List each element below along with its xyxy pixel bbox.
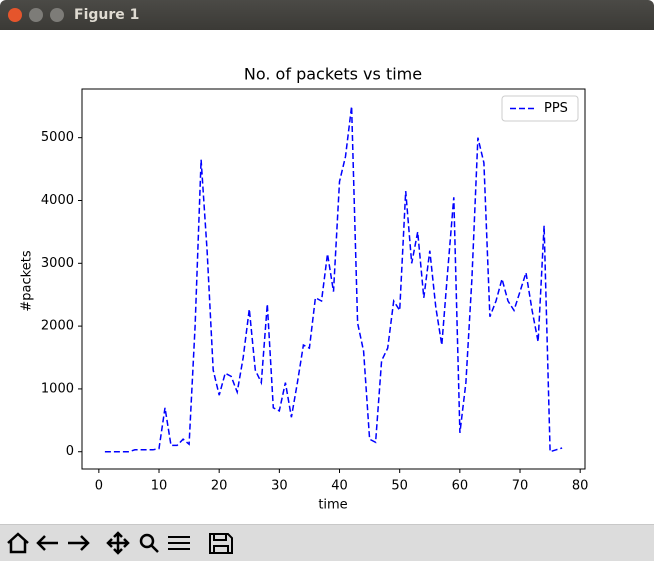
toolbar [0, 524, 654, 561]
configure-button[interactable] [168, 536, 190, 550]
title-bar: Figure 1 [0, 0, 654, 30]
y-tick-label: 1000 [41, 381, 74, 396]
toolbar-icons [7, 531, 233, 555]
close-button[interactable] [8, 8, 22, 22]
x-axis-label: time [318, 498, 347, 513]
legend-box [501, 95, 579, 122]
chart: No. of packets vs time time #packets 0 10… [20, 65, 589, 513]
x-tick-label: 60 [452, 479, 469, 494]
pan-button[interactable] [106, 531, 130, 555]
data-line [104, 106, 563, 453]
y-tick-label: 2000 [41, 319, 74, 334]
x-tick-label: 40 [331, 479, 348, 494]
x-tick-label: 20 [211, 479, 228, 494]
plot-area [81, 88, 586, 470]
home-button[interactable] [7, 532, 29, 554]
x-tick-label: 80 [572, 479, 589, 494]
save-button[interactable] [209, 533, 233, 554]
x-tick-label: 0 [95, 479, 103, 494]
forward-button[interactable] [68, 535, 90, 551]
maximize-button[interactable] [50, 8, 64, 22]
window-title: Figure 1 [74, 7, 140, 23]
legend-label: PPS [544, 101, 568, 116]
x-tick-label: 70 [512, 479, 529, 494]
y-tick-label: 4000 [41, 193, 74, 208]
chart-title: No. of packets vs time [244, 65, 422, 84]
back-button[interactable] [36, 535, 58, 551]
minimize-button[interactable] [29, 8, 43, 22]
y-tick-label: 0 [66, 444, 74, 459]
x-tick-label: 10 [151, 479, 168, 494]
y-axis-label: #packets [20, 250, 35, 311]
y-tick-label: 5000 [41, 130, 74, 145]
x-tick-label: 50 [391, 479, 408, 494]
x-tick-label: 30 [271, 479, 288, 494]
zoom-button[interactable] [139, 533, 159, 553]
y-tick-label: 3000 [41, 256, 74, 271]
